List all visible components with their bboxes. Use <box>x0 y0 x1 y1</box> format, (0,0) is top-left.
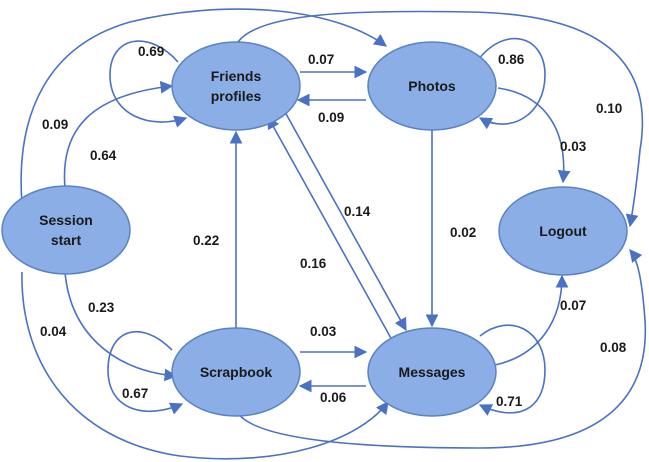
node-session-start-label-1: Session <box>39 212 93 228</box>
node-messages-label: Messages <box>399 364 466 380</box>
label-session-to-scrapbook: 0.23 <box>88 300 115 315</box>
edge-session-to-messages <box>21 271 389 460</box>
label-scrapbook-self: 0.67 <box>122 386 148 401</box>
node-friends-label-2: profiles <box>211 88 262 104</box>
edge-scrapbook-bottom-to-logout <box>235 248 647 449</box>
label-photos-to-logout: 0.03 <box>560 139 587 154</box>
edge-messages-to-logout <box>494 274 569 366</box>
edge-friends-to-messages <box>284 111 407 332</box>
node-messages: Messages <box>367 327 497 417</box>
label-session-to-friends: 0.64 <box>90 148 117 163</box>
node-friends-profiles: Friends profiles <box>171 41 301 131</box>
label-scrapbook-to-logout: 0.10 <box>596 101 622 116</box>
label-friends-self: 0.69 <box>138 44 164 59</box>
label-scrapbook-to-messages: 0.03 <box>310 324 337 339</box>
label-session-to-photos: 0.09 <box>42 117 68 132</box>
edge-scrapbook-self <box>107 330 184 415</box>
node-friends-label-1: Friends <box>211 68 262 84</box>
node-scrapbook: Scrapbook <box>171 327 301 417</box>
label-scrapbook-bottom-to-logout: 0.08 <box>600 340 627 355</box>
label-friends-to-messages: 0.14 <box>344 204 371 219</box>
label-scrapbook-to-friends: 0.22 <box>193 233 219 248</box>
edge-friends-self <box>109 40 188 128</box>
edge-messages-self <box>478 324 546 416</box>
node-photos: Photos <box>367 41 497 131</box>
edge-session-to-photos <box>20 8 388 206</box>
label-messages-to-scrapbook: 0.06 <box>320 390 347 405</box>
edge-session-to-scrapbook <box>64 271 178 382</box>
label-photos-to-friends: 0.09 <box>318 110 344 125</box>
node-logout: Logout <box>498 186 628 276</box>
edge-photos-self <box>477 37 546 130</box>
label-messages-to-logout: 0.07 <box>560 298 586 313</box>
label-photos-self: 0.86 <box>498 52 525 67</box>
node-scrapbook-label: Scrapbook <box>200 364 273 380</box>
node-session-start: Session start <box>1 185 131 275</box>
label-messages-self: 0.71 <box>496 394 523 409</box>
node-photos-label: Photos <box>408 78 456 94</box>
edge-scrapbook-to-logout <box>237 10 644 228</box>
edge-session-to-friends <box>63 80 174 189</box>
edge-photos-to-logout <box>497 87 571 184</box>
label-messages-to-friends: 0.16 <box>300 256 327 271</box>
node-logout-label: Logout <box>539 223 587 239</box>
label-session-to-messages: 0.04 <box>40 324 67 339</box>
label-friends-to-photos: 0.07 <box>308 52 334 67</box>
node-session-start-label-2: start <box>51 232 82 248</box>
label-photos-to-messages: 0.02 <box>450 225 476 240</box>
edge-messages-to-friends <box>267 115 393 341</box>
